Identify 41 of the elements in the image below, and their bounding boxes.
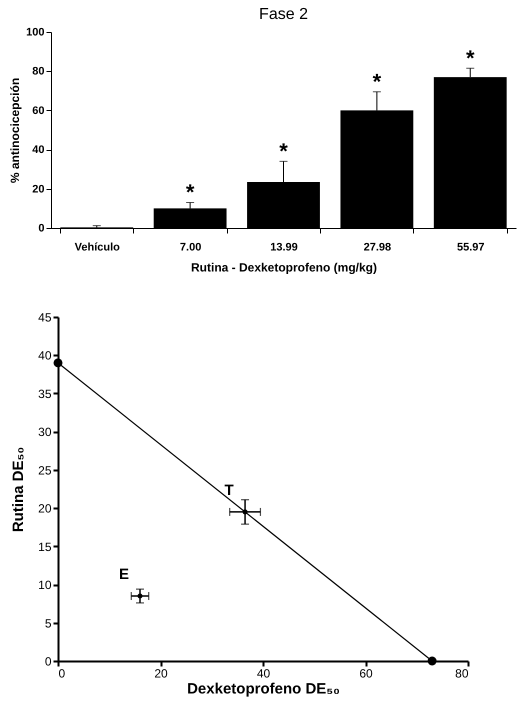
annotation: * (279, 138, 288, 164)
point (242, 509, 248, 514)
point (428, 656, 437, 666)
x-axis-title: Dexketoprofeno DE₅₀ (187, 680, 340, 698)
y-axis-title: Rutina DE₅₀ (10, 446, 28, 532)
x-tick-label: 0 (58, 666, 66, 680)
y-tick-label: 0 (44, 654, 52, 668)
y-tick-label: 20 (38, 502, 52, 516)
x-tick-label: 60 (359, 666, 373, 680)
x-tick-label: 80 (455, 666, 469, 680)
y-tick-label: 0 (38, 222, 44, 234)
x-tick-label: 27.98 (364, 242, 392, 254)
x-tick-label: 55.97 (456, 242, 485, 254)
y-tick-label: 80 (32, 66, 44, 78)
y-tick-label: 10 (38, 578, 52, 592)
y-tick-label: 15 (38, 540, 52, 554)
y-tick-label: 30 (38, 425, 52, 440)
annotation: * (466, 45, 475, 70)
y-tick-label: 45 (38, 310, 52, 324)
x-tick-label: 7.00 (180, 242, 202, 254)
y-tick-label: 5 (44, 616, 52, 630)
annotation: * (186, 180, 195, 205)
y-tick-label: 40 (38, 348, 52, 363)
y-tick-label: 100 (26, 26, 44, 38)
y-axis-title: % antinocicepción (8, 78, 22, 184)
y-tick-label: 40 (32, 144, 44, 156)
annotation: E (118, 566, 130, 584)
chart-title: Fase 2 (259, 6, 308, 23)
point (54, 358, 62, 368)
x-axis-title: Rutina - Dexketoprofeno (mg/kg) (190, 260, 378, 274)
annotation: * (372, 68, 382, 94)
y-tick-label: 20 (32, 183, 44, 196)
y-tick-label: 25 (38, 463, 52, 478)
x-tick-label: 40 (256, 666, 270, 680)
x-tick-label: 13.99 (270, 242, 298, 254)
y-tick-label: 60 (32, 104, 44, 117)
annotation: T (224, 482, 234, 499)
x-tick-label: 20 (154, 666, 168, 680)
x-tick-label: Vehículo (74, 242, 120, 254)
y-tick-label: 35 (38, 386, 52, 401)
point (138, 594, 142, 599)
